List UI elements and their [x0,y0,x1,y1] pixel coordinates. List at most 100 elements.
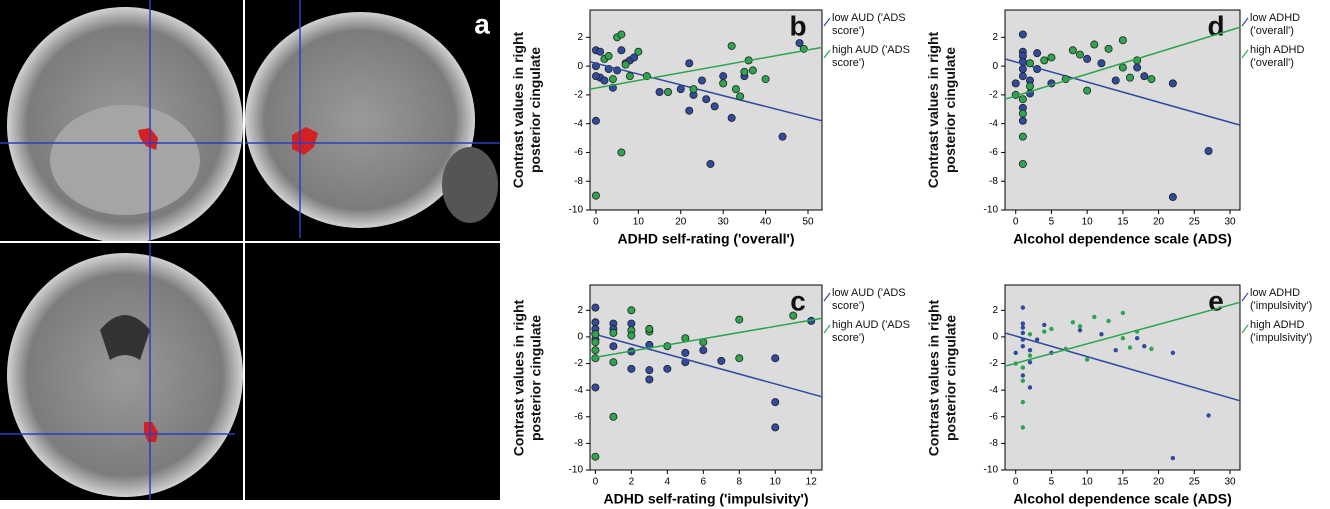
data-point [626,73,633,80]
data-point [698,77,705,84]
data-point [1106,319,1110,323]
figure-svg: a -10-8-6-4-20201020304050ADHD self-rati… [0,0,1330,509]
x-tick-label: 15 [1117,217,1129,228]
legend-leader [824,325,830,333]
data-point [592,384,599,391]
data-point [618,47,625,54]
y-tick-label: -6 [989,147,998,158]
data-point [711,103,718,110]
data-point [1028,332,1032,336]
data-point [628,332,635,339]
x-tick-label: 10 [1082,477,1094,488]
x-tick-label: 12 [806,477,818,488]
data-point [1021,331,1025,335]
data-point [664,365,671,372]
y-tick-label: 0 [577,332,583,343]
data-point [1041,57,1048,64]
data-point [1019,31,1026,38]
data-point [1049,327,1053,331]
data-point [772,355,779,362]
y-tick-label: 0 [577,61,583,72]
x-tick-label: 40 [760,217,772,228]
data-point [762,75,769,82]
y-tick-label: 0 [992,61,998,72]
data-point [1099,332,1103,336]
y-axis-label: Contrast values in right posterior cingu… [925,10,961,210]
plot-area [590,10,822,210]
y-tick-label: -2 [989,90,998,101]
data-point [728,42,735,49]
legend-label: high ADHD ('impulsivity') [1250,319,1330,345]
data-point [605,52,612,59]
x-tick-label: 0 [1013,477,1019,488]
data-point [1021,379,1025,383]
legend-label: low AUD ('ADS score') [832,12,916,38]
x-tick-label: 10 [1082,217,1094,228]
data-point [1021,321,1025,325]
legend-leader [1242,50,1248,58]
y-tick-label: 2 [577,32,583,43]
data-point [1121,336,1125,340]
x-tick-label: 6 [701,477,707,488]
y-tick-label: -6 [574,411,583,422]
y-tick-label: -8 [989,438,998,449]
data-point [1021,365,1025,369]
data-point [1021,425,1025,429]
data-point [597,48,604,55]
data-point [1028,348,1032,352]
y-tick-label: -6 [989,411,998,422]
data-point [1042,329,1046,333]
data-point [790,312,797,319]
y-tick-label: -4 [989,118,998,129]
data-point [656,88,663,95]
data-point [1121,311,1125,315]
data-point [1026,60,1033,67]
data-point [720,73,727,80]
data-point [772,399,779,406]
panel-label: a [474,8,490,39]
data-point [1171,351,1175,355]
data-point [1026,83,1033,90]
data-point [1019,117,1026,124]
panel-label: e [1208,285,1224,316]
figure: a -10-8-6-4-20201020304050ADHD self-rati… [0,0,1330,509]
x-tick-label: 25 [1189,217,1201,228]
data-point [686,107,693,114]
cerebellum [50,105,200,215]
x-axis-label: Alcohol dependence scale (ADS) [1013,491,1232,507]
y-axis-label: Contrast values in right posterior cingu… [510,10,546,210]
legend-label: high AUD ('ADS score') [832,44,916,70]
data-point [622,61,629,68]
data-point [1076,51,1083,58]
data-point [1021,305,1025,309]
legend-label: high ADHD ('overall') [1250,44,1330,70]
data-point [700,347,707,354]
x-tick-label: 50 [802,217,814,228]
data-point [1034,50,1041,57]
y-tick-label: -4 [574,118,583,129]
data-point [1119,37,1126,44]
data-point [732,86,739,93]
data-point [1021,400,1025,404]
data-point [1028,360,1032,364]
data-point [635,48,642,55]
plot-area [590,285,822,470]
data-point [741,68,748,75]
x-tick-label: 30 [718,217,730,228]
x-tick-label: 0 [593,477,599,488]
data-point [690,86,697,93]
data-point [646,325,653,332]
x-tick-label: 10 [770,477,782,488]
x-tick-label: 25 [1189,477,1201,488]
y-tick-label: -10 [984,205,999,216]
data-point [1012,80,1019,87]
data-point [1142,344,1146,348]
data-point [610,343,617,350]
data-point [1149,347,1153,351]
axial-slice [7,253,243,497]
x-tick-label: 2 [629,477,635,488]
data-point [1084,55,1091,62]
data-point [1028,353,1032,357]
y-tick-label: 2 [992,305,998,316]
legend-leader [1242,18,1248,26]
